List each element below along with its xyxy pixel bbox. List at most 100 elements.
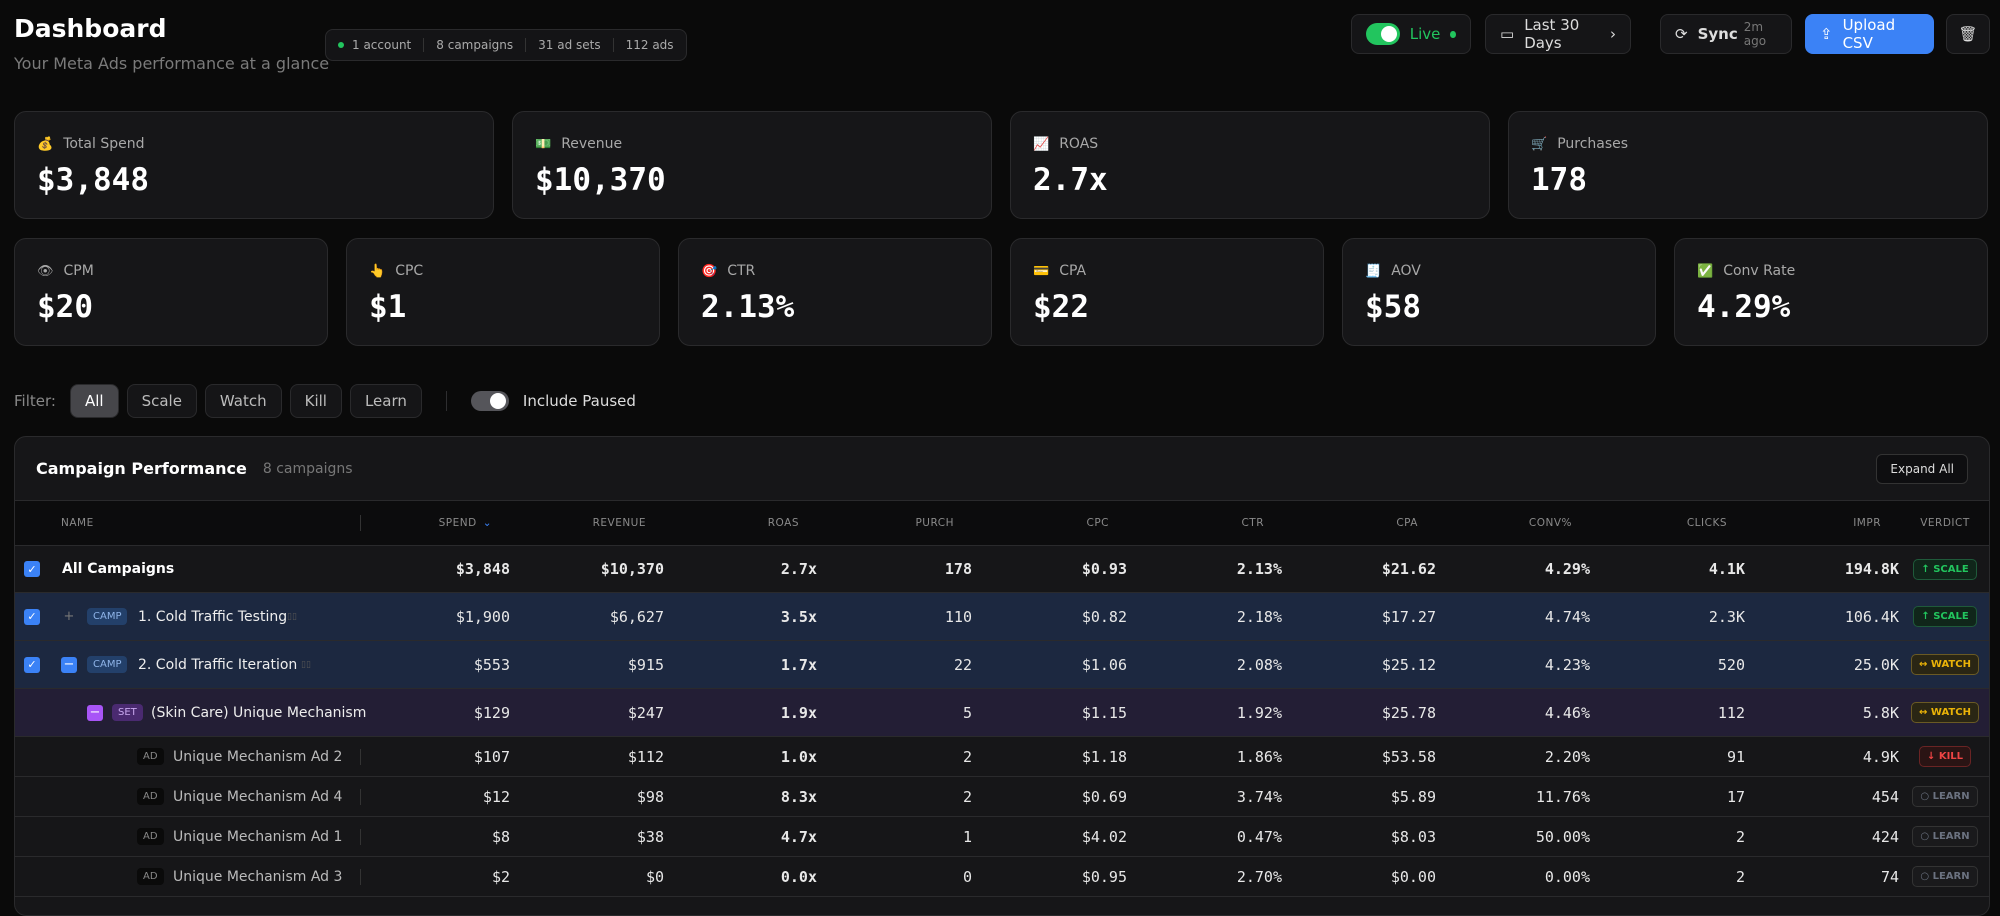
stat-label: ROAS xyxy=(1059,136,1099,152)
row-checkbox[interactable]: ✓ xyxy=(24,608,40,625)
column-header-cpa[interactable]: CPA xyxy=(1282,517,1436,529)
column-header-ctr[interactable]: CTR xyxy=(1127,517,1282,529)
table-row-total[interactable]: ✓ All Campaigns $3,848 $10,370 2.7x 178 $0.93 2… xyxy=(15,546,1989,593)
cell-impr: 194.8K xyxy=(1844,560,1899,578)
filter-all[interactable]: All xyxy=(69,384,119,418)
row-name: 1. Cold Traffic Testing xyxy=(138,608,288,625)
column-header-revenue[interactable]: REVENUE xyxy=(510,517,664,529)
cell-cpa: $21.62 xyxy=(1381,560,1436,578)
table-count: 8 campaigns xyxy=(262,460,353,477)
cell-roas: 1.0x xyxy=(780,747,817,766)
stat-icon: 💵 xyxy=(535,136,552,152)
collapse-icon[interactable]: − xyxy=(87,704,103,721)
row-name: Unique Mechanism Ad 2 xyxy=(173,748,343,765)
column-header-conv-pct[interactable]: CONV% xyxy=(1436,517,1590,529)
cell-impr: 5.8K xyxy=(1862,703,1899,722)
page-subtitle: Your Meta Ads performance at a glance xyxy=(14,54,330,73)
collapse-icon[interactable]: − xyxy=(61,656,77,673)
cell-spend: $8 xyxy=(491,827,510,846)
row-checkbox[interactable]: ✓ xyxy=(24,561,40,577)
stat-value: 178 xyxy=(1531,162,1587,198)
live-toggle[interactable]: Live xyxy=(1351,14,1471,54)
verdict-badge-watch: ↔ WATCH xyxy=(1911,702,1979,723)
filter-learn[interactable]: Learn xyxy=(349,384,422,418)
delete-button[interactable]: 🗑 xyxy=(1946,14,1990,54)
column-header-label: IMPR xyxy=(1853,517,1881,529)
camp-badge: CAMP xyxy=(87,608,128,625)
cell-spend: $129 xyxy=(473,703,510,722)
column-header-roas[interactable]: ROAS xyxy=(664,517,817,529)
table-row-ad[interactable]: AD Unique Mechanism Ad 4 $12 $98 8.3x 2 $0.69 3… xyxy=(15,777,1989,817)
row-name: All Campaigns xyxy=(62,561,175,577)
cell-purch: 22 xyxy=(953,655,972,674)
sync-label: Sync xyxy=(1697,25,1738,43)
column-header-purch[interactable]: PURCH xyxy=(817,517,972,529)
column-header-cpc[interactable]: CPC xyxy=(972,517,1127,529)
pause-icon[interactable]: ▯▯ xyxy=(301,659,311,670)
stat-label: Revenue xyxy=(561,136,623,152)
table-row-set[interactable]: − SET (Skin Care) Unique Mechanism $129 $247… xyxy=(15,689,1989,737)
filter-scale[interactable]: Scale xyxy=(126,384,197,418)
stat-value: $58 xyxy=(1365,289,1421,325)
verdict-badge-learn: ○ LEARN xyxy=(1912,786,1978,807)
cell-revenue: $98 xyxy=(636,787,664,806)
cell-cpc: $1.15 xyxy=(1081,703,1127,722)
stat-icon: 👆 xyxy=(369,263,386,279)
cell-spend: $2 xyxy=(491,867,510,886)
sync-button[interactable]: ⟳ Sync 2m ago xyxy=(1660,14,1792,54)
stat-card-purchases: 🛒 Purchases 178 xyxy=(1508,111,1988,219)
stat-value: $3,848 xyxy=(37,162,149,198)
include-paused-toggle[interactable] xyxy=(470,391,509,411)
cell-roas: 8.3x xyxy=(780,787,817,806)
cell-clicks: 520 xyxy=(1717,655,1745,674)
column-header-label: CPA xyxy=(1396,517,1418,529)
row-checkbox[interactable]: ✓ xyxy=(24,656,40,673)
column-header-impr[interactable]: IMPR xyxy=(1745,517,1899,529)
table-row-ad[interactable]: AD Unique Mechanism Ad 3 $2 $0 0.0x 0 $0.95 2.7… xyxy=(15,857,1989,897)
cell-cpa: $17.27 xyxy=(1381,607,1436,626)
ad-badge: AD xyxy=(137,748,164,765)
account-summary: 1 account 8 campaigns 31 ad sets 112 ads xyxy=(325,29,687,61)
cell-ctr: 2.18% xyxy=(1236,607,1282,626)
trash-icon: 🗑 xyxy=(1958,25,1978,43)
cell-revenue: $112 xyxy=(627,747,664,766)
date-range-button[interactable]: ▭ Last 30 Days › xyxy=(1485,14,1631,54)
column-header-name[interactable]: NAME xyxy=(15,515,361,531)
live-dot-icon xyxy=(1450,30,1456,38)
cell-clicks: 2.3K xyxy=(1708,607,1745,626)
include-paused-label: Include Paused xyxy=(522,392,636,410)
stat-label: CPM xyxy=(63,263,94,279)
cell-conv-pct: 0.00% xyxy=(1544,867,1590,886)
stat-value: 4.29% xyxy=(1697,289,1791,325)
filter-watch[interactable]: Watch xyxy=(204,384,282,418)
cell-purch: 178 xyxy=(944,560,972,578)
table-row-ad[interactable]: AD Unique Mechanism Ad 2 $107 $112 1.0x 2 $1.1… xyxy=(15,737,1989,777)
verdict-badge-learn: ○ LEARN xyxy=(1912,826,1978,847)
table-header: NAME SPEND ⌄ REVENUE ROAS PURCH CPC CTR CPA CONV%… xyxy=(15,501,1989,546)
column-header-clicks[interactable]: CLICKS xyxy=(1590,517,1745,529)
cell-purch: 110 xyxy=(944,607,972,626)
cell-ctr: 0.47% xyxy=(1236,827,1282,846)
stat-label: Total Spend xyxy=(63,136,145,152)
cell-conv-pct: 4.23% xyxy=(1544,655,1590,674)
stat-card-ctr: 🎯 CTR 2.13% xyxy=(678,238,992,346)
name-cell: − SET (Skin Care) Unique Mechanism xyxy=(15,689,366,736)
column-header-label: NAME xyxy=(61,517,94,529)
table-row-ad[interactable]: AD Unique Mechanism Ad 1 $8 $38 4.7x 1 $4.02 0.… xyxy=(15,817,1989,857)
expand-icon[interactable]: + xyxy=(63,609,75,624)
name-cell: ✓ − CAMP 2. Cold Traffic Iteration ▯▯ xyxy=(15,641,361,688)
toggle-switch[interactable] xyxy=(1366,23,1400,45)
filter-kill[interactable]: Kill xyxy=(289,384,342,418)
cell-roas: 2.7x xyxy=(780,560,817,578)
upload-csv-button[interactable]: ⇪ Upload CSV xyxy=(1805,14,1934,54)
column-header-label: PURCH xyxy=(915,517,954,529)
expand-all-button[interactable]: Expand All xyxy=(1876,453,1968,484)
column-header-verdict[interactable]: VERDICT xyxy=(1899,517,1989,529)
table-row-camp[interactable]: ✓ + CAMP 1. Cold Traffic Testing ▯▯ $1,900 $6,… xyxy=(15,593,1989,641)
table-row-camp[interactable]: ✓ − CAMP 2. Cold Traffic Iteration ▯▯ $553 $91… xyxy=(15,641,1989,689)
cell-cpa: $5.89 xyxy=(1390,787,1436,806)
pause-icon[interactable]: ▯▯ xyxy=(287,611,297,622)
column-header-label: CONV% xyxy=(1528,517,1572,529)
row-name: Unique Mechanism Ad 3 xyxy=(173,868,343,885)
column-header-spend[interactable]: SPEND ⌄ xyxy=(361,517,510,529)
